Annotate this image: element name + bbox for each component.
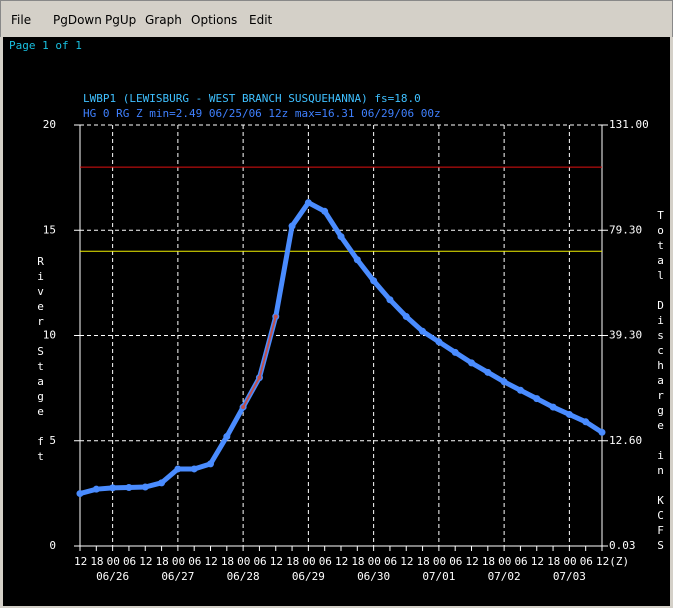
data-point bbox=[468, 359, 475, 367]
x-tick-label: 06 bbox=[188, 555, 201, 568]
data-point bbox=[419, 327, 427, 335]
data-point bbox=[402, 313, 410, 321]
data-point bbox=[190, 465, 198, 473]
x-tick-label: 12 bbox=[74, 555, 87, 568]
data-point bbox=[304, 199, 312, 207]
data-point bbox=[92, 485, 100, 493]
data-point bbox=[353, 256, 361, 264]
data-point bbox=[565, 410, 573, 418]
date-label: 06/27 bbox=[161, 570, 194, 583]
date-label: 06/29 bbox=[292, 570, 325, 583]
date-label: 07/02 bbox=[488, 570, 521, 583]
y2-axis-label: Total Discharge in KCFS bbox=[654, 209, 667, 554]
x-tick-label: 12 bbox=[335, 555, 348, 568]
data-point bbox=[549, 403, 557, 411]
data-point bbox=[109, 484, 117, 492]
graph-background bbox=[3, 37, 670, 606]
data-point bbox=[321, 207, 329, 215]
data-point bbox=[598, 428, 606, 436]
x-tick-label: 12 bbox=[270, 555, 283, 568]
y-tick-label: 15 bbox=[43, 223, 56, 236]
x-tick-label: 06 bbox=[514, 555, 527, 568]
date-label: 06/26 bbox=[96, 570, 129, 583]
menu-item[interactable]: PgDown bbox=[53, 13, 102, 27]
chart-title: LWBP1 (LEWISBURG - WEST BRANCH SUSQUEHAN… bbox=[83, 92, 421, 105]
data-point bbox=[76, 490, 84, 498]
menu-item[interactable]: File bbox=[11, 13, 32, 27]
x-tick-label: 18 bbox=[90, 555, 103, 568]
data-point bbox=[257, 375, 262, 380]
x-tick-label: 18 bbox=[547, 555, 560, 568]
x-tick-label: 06 bbox=[580, 555, 593, 568]
y-tick-label: 5 bbox=[49, 434, 56, 447]
x-tick-label: 12 bbox=[531, 555, 544, 568]
graph-window: Page 1 of 1 LWBP1 (LEWISBURG - WEST BRAN… bbox=[3, 37, 670, 606]
x-tick-label: 18 bbox=[156, 555, 169, 568]
data-point bbox=[435, 338, 443, 346]
x-tick-label: 18 bbox=[286, 555, 299, 568]
chart-subtitle: HG 0 RG Z min=2.49 06/25/06 12z max=16.3… bbox=[83, 107, 441, 120]
data-point bbox=[241, 405, 246, 410]
x-tick-label: 06 bbox=[253, 555, 266, 568]
data-point bbox=[125, 483, 133, 491]
data-point bbox=[370, 277, 378, 285]
x-tick-label: 18 bbox=[482, 555, 495, 568]
menu-item[interactable]: Edit bbox=[249, 13, 273, 27]
data-point bbox=[174, 465, 182, 473]
data-point bbox=[533, 395, 541, 403]
date-label: 06/28 bbox=[227, 570, 260, 583]
data-point bbox=[337, 233, 345, 241]
x-tick-label: 00 bbox=[563, 555, 576, 568]
data-point bbox=[582, 418, 590, 426]
page-label: Page 1 of 1 bbox=[9, 39, 82, 52]
data-point bbox=[516, 386, 524, 394]
y2-tick-label: 39.30 bbox=[609, 329, 642, 342]
x-tick-label: 12 bbox=[466, 555, 479, 568]
x-tick-label: 06 bbox=[384, 555, 397, 568]
data-point bbox=[223, 433, 231, 441]
x-tick-label: 18 bbox=[221, 555, 234, 568]
y2-tick-label: 0.03 bbox=[609, 539, 636, 552]
menu-bar: File PgDown PgUp Graph Options Edit bbox=[0, 0, 673, 37]
data-point bbox=[158, 479, 166, 487]
x-tick-label: 00 bbox=[237, 555, 250, 568]
data-point bbox=[207, 460, 214, 468]
x-tick-label: 12 bbox=[139, 555, 152, 568]
y-tick-label: 20 bbox=[43, 118, 56, 131]
x-tick-label: 00 bbox=[172, 555, 185, 568]
x-tick-label: 18 bbox=[351, 555, 364, 568]
x-tick-label: 12(Z) bbox=[596, 555, 629, 568]
menu-item[interactable]: Options bbox=[191, 13, 238, 27]
menu-item[interactable]: Graph bbox=[145, 13, 182, 27]
date-label: 07/01 bbox=[422, 570, 455, 583]
data-point bbox=[386, 296, 394, 304]
menu-item[interactable]: PgUp bbox=[105, 13, 137, 27]
x-tick-label: 12 bbox=[400, 555, 413, 568]
x-tick-label: 00 bbox=[302, 555, 315, 568]
x-tick-label: 06 bbox=[319, 555, 332, 568]
y-tick-label: 10 bbox=[43, 329, 56, 342]
data-point bbox=[288, 222, 296, 230]
data-point bbox=[500, 378, 508, 386]
data-point bbox=[484, 368, 492, 376]
y2-tick-label: 131.00 bbox=[609, 118, 649, 131]
x-tick-label: 06 bbox=[449, 555, 462, 568]
data-point bbox=[273, 314, 278, 319]
y-axis-label: River Stage ft bbox=[34, 255, 47, 465]
y2-tick-label: 12.60 bbox=[609, 434, 642, 447]
x-tick-label: 00 bbox=[433, 555, 446, 568]
x-tick-label: 18 bbox=[417, 555, 430, 568]
date-label: 07/03 bbox=[553, 570, 586, 583]
data-point bbox=[451, 348, 459, 356]
data-point bbox=[141, 483, 149, 491]
x-tick-label: 00 bbox=[107, 555, 120, 568]
x-tick-label: 00 bbox=[368, 555, 381, 568]
date-label: 06/30 bbox=[357, 570, 390, 583]
x-tick-label: 00 bbox=[498, 555, 511, 568]
x-tick-label: 12 bbox=[205, 555, 218, 568]
y2-tick-label: 79.30 bbox=[609, 223, 642, 236]
y-tick-label: 0 bbox=[49, 539, 56, 552]
x-tick-label: 06 bbox=[123, 555, 136, 568]
